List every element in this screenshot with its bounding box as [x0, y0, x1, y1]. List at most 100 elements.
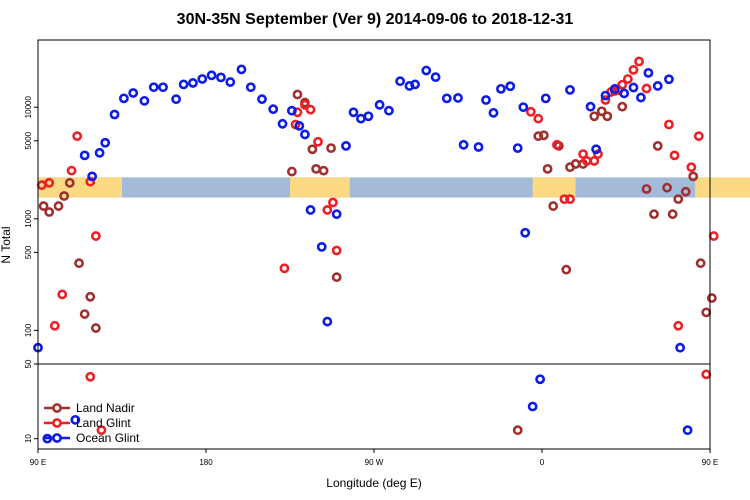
data-point	[178, 79, 189, 90]
data-point	[292, 89, 303, 100]
data-point	[441, 93, 452, 104]
data-point	[158, 82, 168, 93]
data-point	[634, 56, 644, 67]
data-point	[617, 101, 628, 112]
data-point	[277, 118, 288, 129]
data-point	[636, 92, 646, 103]
data-point	[570, 159, 581, 169]
data-point	[585, 101, 596, 112]
data-point	[348, 107, 359, 118]
legend-label: Land Glint	[76, 416, 131, 430]
data-point	[641, 83, 652, 94]
legend-marker	[52, 418, 62, 428]
data-point	[79, 309, 90, 319]
data-point	[79, 150, 90, 161]
data-point	[617, 79, 628, 90]
data-point	[363, 111, 374, 122]
data-point	[64, 177, 75, 188]
data-point	[100, 137, 111, 148]
data-point	[90, 231, 101, 241]
x-tick-label: 90 W	[365, 458, 384, 467]
data-point	[311, 163, 322, 174]
data-point	[322, 316, 333, 327]
data-point	[619, 88, 630, 99]
data-point	[686, 162, 697, 173]
data-point	[552, 139, 562, 150]
data-point	[622, 74, 633, 84]
data-point	[94, 147, 105, 158]
data-point	[66, 165, 77, 176]
data-point	[188, 78, 198, 88]
y-axis-label: N Total	[0, 226, 13, 263]
data-point	[96, 425, 107, 436]
data-point	[565, 84, 575, 95]
y-tick-label: 50	[24, 359, 33, 368]
data-point	[216, 72, 226, 83]
ocean-band	[38, 177, 710, 198]
series-land-glint	[36, 56, 719, 436]
data-point	[458, 139, 469, 150]
data-point	[313, 136, 323, 147]
x-axis-label: Longitude (deg E)	[326, 476, 421, 490]
data-point	[682, 425, 693, 436]
data-point	[87, 171, 98, 182]
data-point	[701, 369, 712, 380]
legend-marker	[52, 433, 62, 443]
data-point	[421, 65, 432, 76]
data-point	[708, 231, 719, 241]
land-segment	[695, 177, 750, 198]
data-point	[300, 129, 310, 140]
data-point	[602, 111, 613, 122]
data-point	[540, 93, 551, 104]
data-point	[85, 371, 96, 382]
data-point	[318, 165, 329, 176]
data-point	[533, 131, 544, 142]
data-point	[527, 401, 538, 412]
data-point	[688, 171, 699, 182]
data-point	[257, 94, 267, 105]
data-point	[669, 150, 680, 161]
data-point	[643, 67, 654, 78]
data-point	[72, 131, 83, 142]
data-points	[33, 56, 719, 444]
y-tick-label: 10	[24, 434, 33, 443]
x-tick-label: 90 E	[30, 458, 46, 467]
data-point	[565, 194, 575, 205]
data-point	[305, 104, 316, 115]
data-point	[473, 142, 484, 152]
data-point	[701, 307, 712, 318]
data-point	[316, 242, 327, 252]
data-point	[374, 99, 385, 110]
data-point	[53, 201, 64, 211]
data-point	[322, 205, 333, 215]
y-tick-label: 10000	[24, 96, 33, 119]
data-point	[591, 144, 602, 155]
data-point	[600, 95, 611, 105]
data-point	[496, 83, 506, 94]
data-point	[596, 106, 607, 117]
data-point	[171, 94, 182, 105]
data-point	[148, 82, 159, 93]
data-point	[693, 131, 704, 142]
data-point	[59, 191, 70, 201]
data-point	[279, 263, 290, 274]
data-point	[695, 258, 706, 269]
data-point	[85, 291, 96, 302]
data-point	[512, 425, 523, 436]
data-point	[548, 201, 559, 211]
legend-label: Ocean Glint	[76, 431, 140, 445]
plot-frame	[37, 39, 711, 450]
data-point	[518, 102, 529, 113]
data-point	[206, 70, 217, 81]
data-point	[74, 258, 84, 269]
data-point	[245, 82, 256, 93]
data-point	[652, 140, 663, 151]
data-point	[664, 119, 674, 130]
land-segment	[532, 177, 576, 198]
data-point	[706, 293, 717, 303]
data-point	[481, 95, 491, 105]
data-point	[44, 207, 55, 217]
data-point	[331, 245, 342, 256]
